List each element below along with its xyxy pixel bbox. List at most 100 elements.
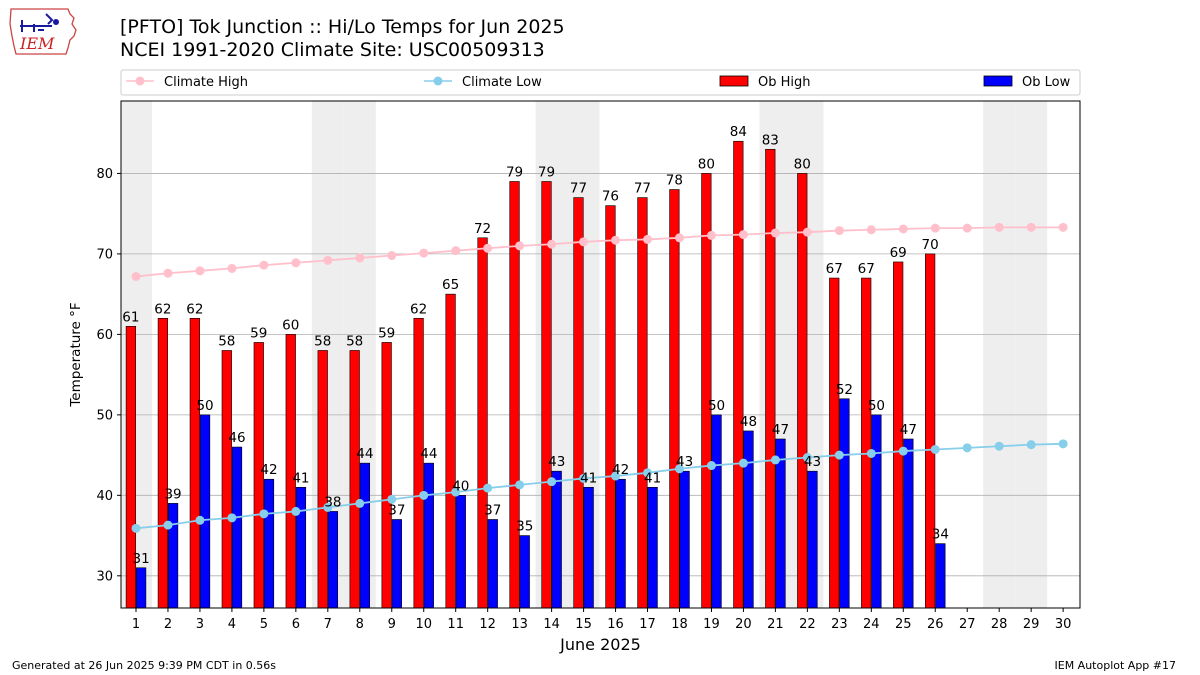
climate-high-point	[611, 235, 621, 245]
ob-high-bar	[221, 350, 232, 609]
climate-high-point	[898, 224, 908, 234]
climate-low-point	[834, 450, 844, 460]
ob-low-bar	[199, 414, 211, 609]
x-tick-label: 21	[767, 617, 784, 632]
climate-high-point	[579, 237, 589, 247]
climate-high-point	[163, 268, 173, 278]
legend-ob-low-swatch	[983, 75, 1013, 87]
x-tick-label: 12	[479, 617, 496, 632]
climate-low-point	[898, 446, 908, 456]
x-tick-label: 6	[292, 617, 300, 632]
y-tick-label: 80	[96, 167, 113, 182]
x-tick-label: 16	[607, 617, 624, 632]
climate-high-point	[706, 230, 716, 240]
x-tick-label: 14	[543, 617, 560, 632]
x-axis-label: June 2025	[559, 635, 641, 654]
x-tick-label: 4	[228, 617, 236, 632]
climate-high-point	[419, 248, 429, 258]
chart-title: [PFTO] Tok Junction :: Hi/Lo Temps for J…	[120, 16, 565, 38]
climate-high-point	[866, 225, 876, 235]
legend-climate-high: Climate High	[126, 75, 248, 90]
climate-low-point	[323, 502, 333, 512]
iowa-outline-icon	[9, 8, 77, 55]
x-tick-label: 2	[164, 617, 172, 632]
climate-low-point	[515, 480, 525, 490]
climate-high-point	[1058, 222, 1068, 232]
legend-ob-high: Ob High	[719, 75, 811, 90]
y-tick-label: 40	[96, 489, 113, 504]
ob-high-bar	[573, 197, 584, 609]
x-tick-label: 24	[863, 617, 880, 632]
legend-climate-low-marker	[433, 76, 443, 86]
climate-high-point	[770, 228, 780, 238]
ob-low-bar	[807, 470, 818, 609]
ob-low-label: 40	[452, 478, 469, 494]
climate-low-point	[483, 483, 493, 493]
ob-high-label: 83	[762, 132, 779, 148]
climate-low-point	[291, 506, 301, 516]
climate-low-point	[738, 458, 748, 468]
climate-high-point	[1026, 222, 1036, 232]
x-tick-label: 30	[1055, 617, 1072, 632]
ob-low-bar	[903, 438, 914, 609]
ob-high-label: 58	[218, 333, 235, 349]
ob-high-bar	[605, 205, 616, 609]
ob-high-bar	[925, 253, 936, 609]
ob-high-label: 78	[666, 173, 683, 189]
x-tick-label: 9	[388, 617, 396, 632]
climate-low-point	[547, 477, 557, 487]
ob-low-bar	[871, 414, 882, 609]
ob-low-bar	[231, 446, 243, 609]
climate-high-point	[227, 263, 237, 273]
ob-low-label: 42	[612, 462, 629, 478]
logo-text: IEM	[19, 34, 55, 53]
ob-low-label: 41	[644, 470, 661, 486]
ob-high-label: 67	[858, 261, 875, 277]
legend-climate-low-label: Climate Low	[462, 75, 542, 90]
ob-high-label: 62	[154, 301, 171, 317]
ob-high-label: 84	[730, 124, 747, 140]
x-tick-label: 19	[703, 617, 720, 632]
climate-low-line	[135, 442, 1064, 530]
legend-ob-high-swatch	[719, 75, 749, 87]
chart-subtitle: NCEI 1991-2020 Climate Site: USC00509313	[120, 39, 545, 61]
ob-high-label: 72	[474, 221, 491, 237]
ob-high-label: 60	[282, 317, 299, 333]
climate-low-point	[802, 453, 812, 463]
ob-high-bar	[445, 293, 456, 609]
climate-low-point	[195, 515, 205, 525]
ob-low-bar	[359, 462, 370, 609]
legend-frame	[120, 69, 1081, 96]
ob-high-label: 61	[122, 309, 139, 325]
ob-low-bar	[679, 470, 690, 609]
climate-high-point	[323, 255, 333, 265]
app-credit: IEM Autoplot App #17	[1054, 659, 1177, 672]
ob-low-bar	[327, 511, 339, 609]
climate-high-point	[195, 266, 205, 276]
ob-high-label: 58	[314, 333, 331, 349]
ob-low-label: 41	[292, 470, 309, 486]
weather-station-icon	[20, 13, 54, 32]
x-tick-label: 3	[196, 617, 204, 632]
iem-logo: IEM	[9, 8, 77, 55]
ob-low-label: 41	[580, 470, 597, 486]
ob-low-label: 47	[900, 422, 917, 438]
climate-low-point	[994, 441, 1004, 451]
ob-high-label: 76	[602, 189, 619, 205]
ob-high-label: 70	[922, 237, 939, 253]
ob-high-bar	[413, 317, 424, 609]
climate-high-point	[515, 241, 525, 251]
climate-high-point	[355, 253, 365, 263]
climate-high-point	[483, 243, 493, 253]
y-axis-label: Temperature °F	[68, 302, 84, 407]
ob-low-label: 50	[708, 398, 725, 414]
climate-low-point	[131, 523, 141, 533]
x-tick-label: 22	[799, 617, 816, 632]
y-tick-label: 60	[96, 328, 113, 343]
x-tick-label: 10	[415, 617, 432, 632]
ob-high-label: 80	[698, 156, 715, 172]
x-tick-label: 7	[324, 617, 332, 632]
ob-low-bar	[647, 486, 658, 609]
climate-high-line	[135, 226, 1064, 278]
